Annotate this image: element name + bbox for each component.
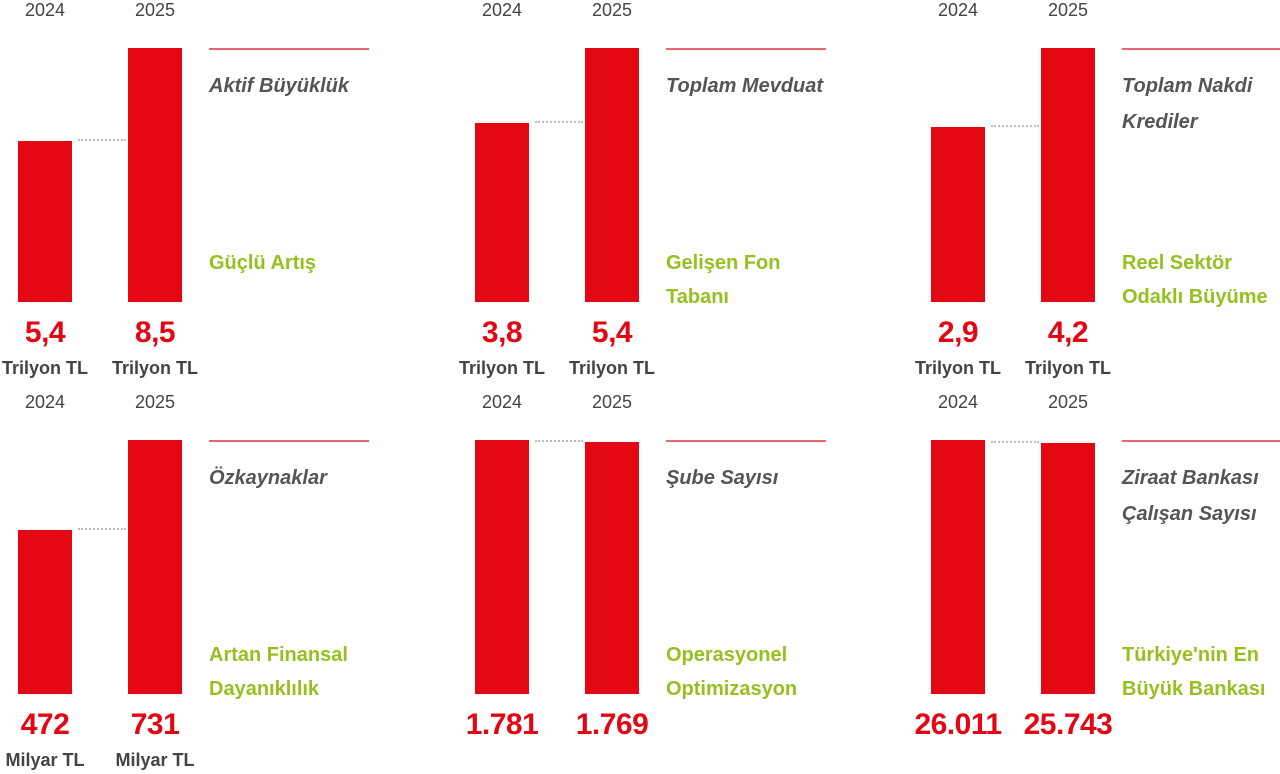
- year-label: 2025: [134, 0, 176, 20]
- title-rule: [666, 440, 826, 442]
- chart-title: Ziraat Bankası Çalışan Sayısı: [1122, 467, 1259, 525]
- chart-subtitle: Artan Finansal Dayanıklılık: [209, 644, 348, 700]
- year-label: 2025: [134, 392, 176, 412]
- chart-panel: 2024 472 Milyar TL 2025 731 Milyar TL Özkaynak…: [0, 392, 427, 774]
- value-label: 1.769: [575, 708, 649, 741]
- chart-panel: 2024 2,9 Trilyon TL 2025 4,2 Trilyon TL Toplam…: [913, 0, 1280, 382]
- title-rule: [666, 48, 826, 50]
- year-label: 2025: [591, 0, 633, 20]
- chart-subtitle: Türkiye'nin En Büyük Bankası: [1122, 644, 1266, 700]
- year-label: 2024: [24, 0, 66, 20]
- chart-title: Aktif Büyüklük: [209, 75, 350, 97]
- bar: [1041, 442, 1095, 694]
- bar: [128, 440, 182, 694]
- year-label: 2025: [1047, 0, 1089, 20]
- connector-dots: [78, 527, 126, 530]
- year-label: 2025: [1047, 392, 1089, 412]
- value-label: 3,8: [481, 316, 523, 349]
- value-label: 5,4: [591, 316, 633, 349]
- bar: [1041, 48, 1095, 302]
- year-label: 2024: [24, 392, 66, 412]
- bar: [18, 140, 72, 302]
- bar: [585, 48, 639, 302]
- value-label: 8,5: [134, 316, 176, 349]
- unit-label: Trilyon TL: [1, 358, 88, 378]
- value-label: 26.011: [914, 708, 1002, 741]
- value-label: 4,2: [1047, 316, 1089, 349]
- chart-panel: 2024 5,4 Trilyon TL 2025 8,5 Trilyon TL Aktif …: [0, 0, 427, 382]
- unit-label: Trilyon TL: [458, 358, 545, 378]
- year-label: 2025: [591, 392, 633, 412]
- value-label: 2,9: [937, 316, 979, 349]
- value-label: 472: [20, 708, 70, 741]
- bar: [18, 529, 72, 694]
- connector-dots: [78, 138, 126, 141]
- bar: [931, 126, 985, 302]
- chart-title: Şube Sayısı: [666, 467, 779, 489]
- connector-dots: [535, 121, 583, 124]
- value-label: 1.781: [465, 708, 539, 741]
- unit-label: Trilyon TL: [111, 358, 198, 378]
- value-label: 5,4: [24, 316, 66, 349]
- title-rule: [209, 48, 369, 50]
- chart-subtitle: Güçlü Artış: [209, 252, 317, 274]
- title-rule: [209, 440, 369, 442]
- value-label: 25.743: [1023, 708, 1113, 741]
- chart-title: Toplam Mevduat: [666, 75, 824, 97]
- year-label: 2024: [937, 392, 979, 412]
- value-label: 731: [130, 708, 180, 741]
- year-label: 2024: [937, 0, 979, 20]
- unit-label: Trilyon TL: [914, 358, 1001, 378]
- chart-subtitle: Operasyonel Optimizasyon: [666, 644, 798, 700]
- chart-panel: 2024 26.011 2025 25.743 Ziraat Bankası Çalış…: [913, 392, 1280, 774]
- year-label: 2024: [481, 392, 523, 412]
- year-label: 2024: [481, 0, 523, 20]
- chart-title: Özkaynaklar: [209, 467, 327, 489]
- connector-dots: [991, 124, 1039, 127]
- bar: [931, 440, 985, 694]
- chart-subtitle: Gelişen Fon Tabanı: [666, 252, 781, 308]
- connector-dots: [991, 440, 1039, 443]
- unit-label: Trilyon TL: [1024, 358, 1111, 378]
- chart-title: Toplam Nakdi Krediler: [1122, 75, 1253, 133]
- bar: [128, 48, 182, 302]
- connector-dots: [535, 439, 583, 442]
- bar: [585, 441, 639, 694]
- chart-panel: 2024 3,8 Trilyon TL 2025 5,4 Trilyon TL Toplam…: [457, 0, 884, 382]
- title-rule: [1122, 48, 1280, 50]
- unit-label: Milyar TL: [5, 750, 85, 770]
- bar: [475, 440, 529, 694]
- unit-label: Milyar TL: [115, 750, 195, 770]
- title-rule: [1122, 440, 1280, 442]
- chart-panel: 2024 1.781 2025 1.769 Şube Sayısı Operasyonel…: [457, 392, 884, 774]
- unit-label: Trilyon TL: [568, 358, 655, 378]
- chart-subtitle: Reel Sektör Odaklı Büyüme: [1122, 252, 1268, 308]
- bar: [475, 123, 529, 302]
